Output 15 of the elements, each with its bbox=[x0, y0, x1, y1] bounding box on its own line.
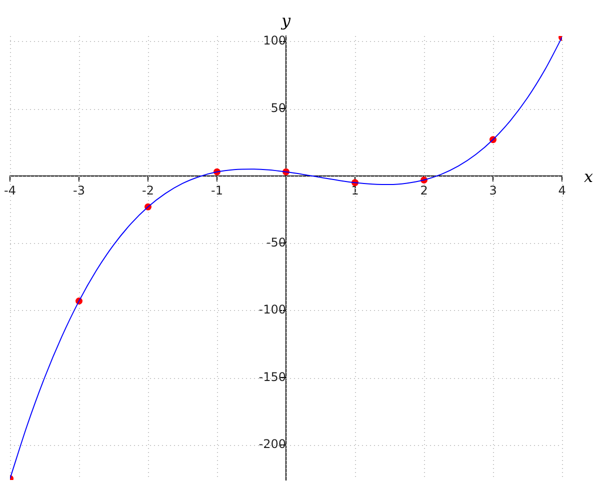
x-tick-label: 3 bbox=[489, 183, 497, 198]
y-tick-label: 100 bbox=[263, 34, 286, 48]
y-tick-label: 50 bbox=[270, 100, 286, 115]
y-tick-label: -150 bbox=[258, 370, 286, 384]
x-tick-label: -4 bbox=[4, 183, 16, 198]
x-tick-label: -1 bbox=[211, 183, 223, 198]
y-tick-label: -50 bbox=[266, 235, 286, 250]
y-tick-label: -200 bbox=[258, 437, 286, 452]
x-tick-label: -2 bbox=[142, 183, 154, 198]
x-tick-label: -3 bbox=[73, 183, 85, 198]
x-tick-label: 2 bbox=[420, 183, 428, 198]
x-tick-label: 4 bbox=[558, 183, 566, 198]
y-tick-label: -100 bbox=[258, 302, 286, 317]
y-axis-title: y bbox=[280, 11, 292, 30]
x-axis-title: x bbox=[584, 167, 594, 186]
